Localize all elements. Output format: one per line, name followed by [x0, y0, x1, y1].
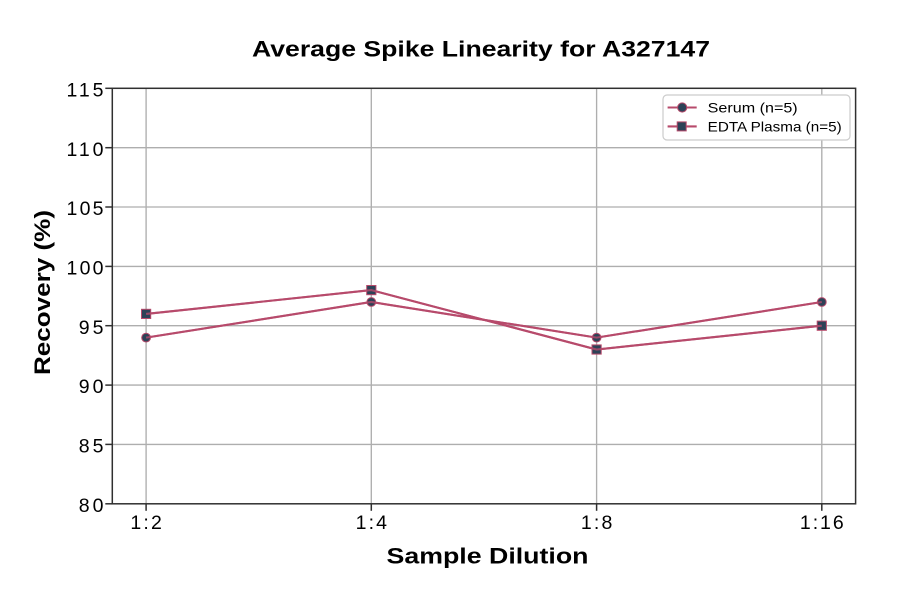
svg-text:110: 110 [67, 139, 104, 161]
svg-text:105: 105 [67, 198, 104, 220]
svg-text:100: 100 [67, 258, 104, 280]
svg-text:EDTA Plasma (n=5): EDTA Plasma (n=5) [708, 119, 842, 135]
svg-text:1:16: 1:16 [800, 512, 844, 534]
svg-text:Recovery (%): Recovery (%) [30, 210, 55, 375]
svg-text:1:2: 1:2 [130, 512, 161, 534]
svg-text:1:8: 1:8 [581, 512, 612, 534]
svg-text:1:4: 1:4 [356, 512, 388, 534]
svg-text:Serum (n=5): Serum (n=5) [708, 100, 798, 116]
svg-text:Average Spike Linearity for A3: Average Spike Linearity for A327147 [252, 37, 710, 62]
svg-text:115: 115 [67, 79, 104, 101]
svg-text:Sample Dilution: Sample Dilution [387, 544, 589, 569]
